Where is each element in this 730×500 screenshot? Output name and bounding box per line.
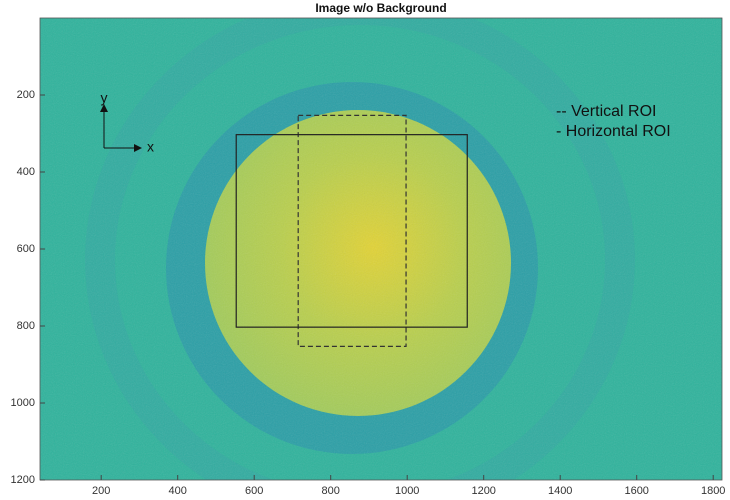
y-tick-label: 600 — [17, 243, 35, 255]
x-tick-label: 1000 — [395, 485, 419, 497]
legend-label: - Horizontal ROI — [556, 123, 671, 140]
y-tick-label: 400 — [17, 166, 35, 178]
x-tick-label: 1200 — [471, 485, 495, 497]
y-tick-label: 800 — [17, 320, 35, 332]
y-tick-label: 1000 — [11, 397, 35, 409]
annotation: x — [147, 139, 154, 155]
annotation: y — [101, 90, 108, 106]
legend-label: -- Vertical ROI — [556, 103, 656, 120]
x-tick-label: 600 — [245, 485, 263, 497]
y-tick-label: 200 — [17, 89, 35, 101]
x-tick-label: 1800 — [701, 485, 725, 497]
x-tick-label: 200 — [92, 485, 110, 497]
image — [40, 10, 722, 500]
x-tick-label: 800 — [322, 485, 340, 497]
x-tick-label: 1600 — [624, 485, 648, 497]
x-tick-label: 1400 — [548, 485, 572, 497]
y-tick-label: 1200 — [11, 474, 35, 486]
chart-title: Image w/o Background — [315, 1, 446, 15]
chart: Image w/o Background y x 200 400 600 800 100… — [0, 0, 730, 500]
x-tick-label: 400 — [169, 485, 187, 497]
